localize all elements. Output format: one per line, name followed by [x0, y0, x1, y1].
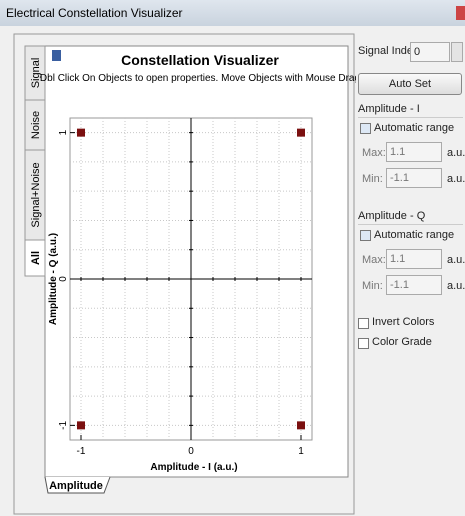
- point: [77, 421, 85, 430]
- group-line: [358, 224, 463, 225]
- checkbox[interactable]: [360, 123, 371, 134]
- checkbox-label: Color Grade: [372, 336, 432, 348]
- tab[interactable]: [24, 239, 46, 277]
- checkbox-label: Automatic range: [374, 229, 455, 241]
- min-label: Min:: [362, 280, 383, 292]
- min-input[interactable]: -1.1: [386, 275, 442, 295]
- checkbox[interactable]: [358, 318, 369, 329]
- bottom-tab[interactable]: [44, 476, 111, 494]
- icon: [52, 50, 61, 61]
- group-title: Amplitude - Q: [358, 210, 426, 222]
- unit: a.u.: [447, 254, 465, 266]
- auto-set-button[interactable]: Auto Set: [358, 73, 462, 95]
- max-label: Max:: [362, 147, 386, 159]
- x-axis-label: Amplitude - I (a.u.): [150, 462, 237, 473]
- x-tick-label: 1: [298, 446, 304, 457]
- max-input[interactable]: 1.1: [386, 249, 442, 269]
- point: [297, 421, 305, 430]
- vertical-tabs: Signal Noise Signal+Noise All: [24, 45, 46, 277]
- tab-label: All: [30, 251, 42, 265]
- checkbox-label: Invert Colors: [372, 316, 435, 328]
- y-tick-label: -1: [58, 420, 69, 429]
- checkbox[interactable]: [358, 338, 369, 349]
- tab-label: Signal+Noise: [30, 162, 42, 227]
- group-title: Amplitude - I: [358, 103, 420, 115]
- window-title: Electrical Constellation Visualizer: [6, 6, 183, 20]
- min-label: Min:: [362, 173, 383, 185]
- checkbox[interactable]: [360, 230, 371, 241]
- signal-index-input[interactable]: 0: [410, 42, 450, 62]
- close-button[interactable]: [456, 6, 465, 20]
- y-tick-label: 0: [58, 276, 69, 282]
- unit: a.u.: [447, 147, 465, 159]
- point: [297, 128, 305, 137]
- unit: a.u.: [447, 280, 465, 292]
- chart-subtitle: Dbl Click On Objects to open properties.…: [40, 73, 356, 84]
- group-line: [358, 117, 463, 118]
- checkbox-label: Automatic range: [374, 122, 455, 134]
- plot-panel: Signal Noise Signal+Noise All Amplitude …: [13, 33, 356, 515]
- x-tick-label: 0: [188, 446, 194, 457]
- y-tick-label: 1: [58, 129, 69, 135]
- tab-label: Signal: [30, 58, 42, 89]
- chart-title: Constellation Visualizer: [121, 52, 279, 68]
- y-axis-label: Amplitude - Q (a.u.): [48, 233, 59, 325]
- signal-index-label: Signal Index:: [358, 45, 422, 57]
- point: [77, 128, 85, 137]
- max-label: Max:: [362, 254, 386, 266]
- unit: a.u.: [447, 173, 465, 185]
- tab-label: Noise: [30, 111, 42, 139]
- min-input[interactable]: -1.1: [386, 168, 442, 188]
- spinner[interactable]: [451, 42, 463, 62]
- x-tick-label: -1: [77, 446, 86, 457]
- bottom-tab-label: Amplitude: [49, 480, 103, 492]
- title-bar: Electrical Constellation Visualizer: [0, 0, 465, 26]
- max-input[interactable]: 1.1: [386, 142, 442, 162]
